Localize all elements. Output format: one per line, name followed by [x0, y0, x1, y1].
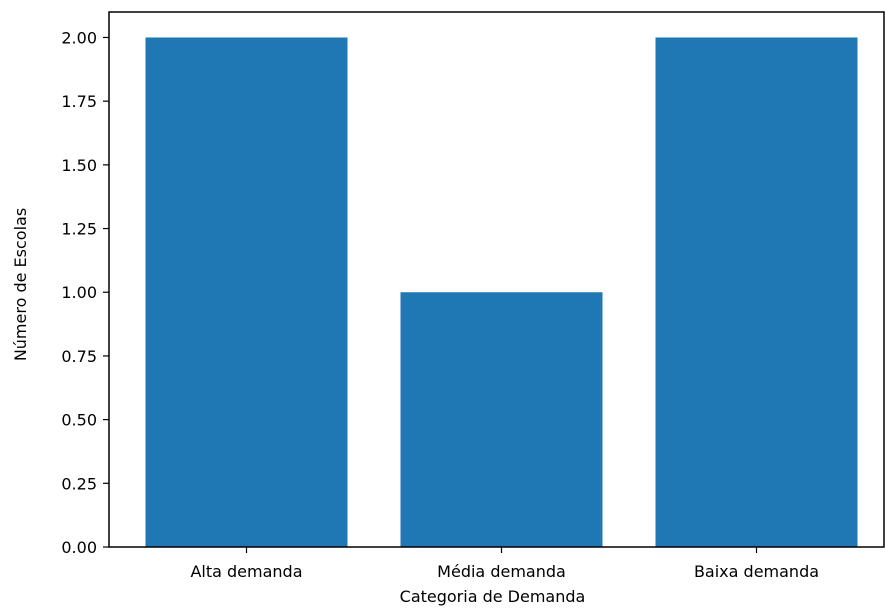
plot-frame	[108, 11, 885, 548]
y-tick-label: 1.00	[61, 283, 97, 302]
y-tick-label: 0.75	[61, 347, 97, 366]
x-tick-label: Alta demanda	[190, 562, 302, 581]
y-tick-label: 0.00	[61, 538, 97, 557]
y-tick-label: 1.25	[61, 220, 97, 239]
bar-1	[400, 292, 603, 547]
y-axis-label: Número de Escolas	[11, 208, 30, 361]
y-tick-label: 1.75	[61, 92, 97, 111]
y-tick-label: 1.50	[61, 156, 97, 175]
y-tick-label: 2.00	[61, 28, 97, 47]
y-tick-label: 0.50	[61, 411, 97, 430]
y-tick-label: 0.25	[61, 474, 97, 493]
bar-2	[655, 37, 858, 547]
bar-0	[145, 37, 348, 547]
x-axis-label: Categoria de Demanda	[400, 587, 586, 606]
x-tick-label: Média demanda	[437, 562, 566, 581]
bars	[145, 37, 858, 547]
x-axis-ticks: Alta demanda Média demanda Baixa demanda	[190, 547, 819, 581]
x-tick-label: Baixa demanda	[694, 562, 819, 581]
y-axis-ticks: 0.00 0.25 0.50 0.75 1.00 1.25 1.50 1.75 2.00	[61, 28, 109, 557]
